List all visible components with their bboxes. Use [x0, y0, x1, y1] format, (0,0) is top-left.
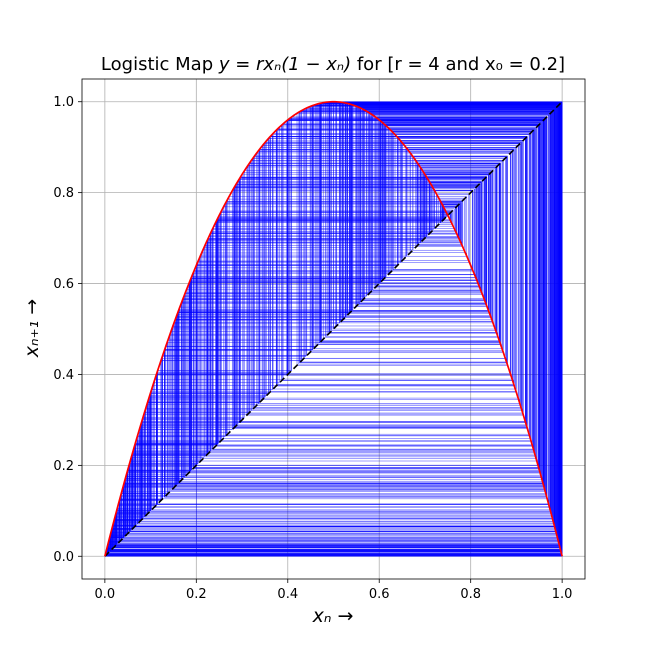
plot-area	[104, 100, 563, 557]
cobweb-series	[104, 101, 563, 557]
y-tick-label: 0.8	[53, 186, 74, 201]
x-axis-label: xₙ →	[312, 605, 354, 627]
x-tick-label: 1.0	[552, 587, 573, 602]
y-tick-label: 0.0	[53, 550, 74, 565]
title-suffix: for [r = 4 and x₀ = 0.2]	[351, 54, 565, 75]
logistic-curve	[104, 100, 563, 557]
y-tick-label: 0.6	[53, 277, 74, 292]
y-tick-label: 1.0	[53, 95, 74, 110]
y-tick-label: 0.2	[53, 459, 74, 474]
identity-line	[104, 101, 563, 557]
x-tick-label: 0.6	[369, 587, 390, 602]
y-axis-label: xₙ₊₁ →	[21, 299, 43, 358]
title-formula: y = rxₙ(1 − xₙ)	[218, 54, 351, 75]
x-tick-label: 0.0	[95, 587, 116, 602]
axes-layer: 0.0 0.2 0.4 0.6 0.8 1.0 0.0 0.2 0.4 0.6 0.8 1.0	[53, 78, 586, 602]
plot-frame	[81, 78, 586, 580]
x-tick-label: 0.4	[277, 587, 298, 602]
title-prefix: Logistic Map	[101, 54, 219, 75]
y-tick-label: 0.4	[53, 368, 74, 383]
chart-title: Logistic Map y = rxₙ(1 − xₙ) for [r = 4 …	[101, 54, 565, 75]
x-tick-label: 0.8	[460, 587, 481, 602]
x-tick-label: 0.2	[186, 587, 207, 602]
